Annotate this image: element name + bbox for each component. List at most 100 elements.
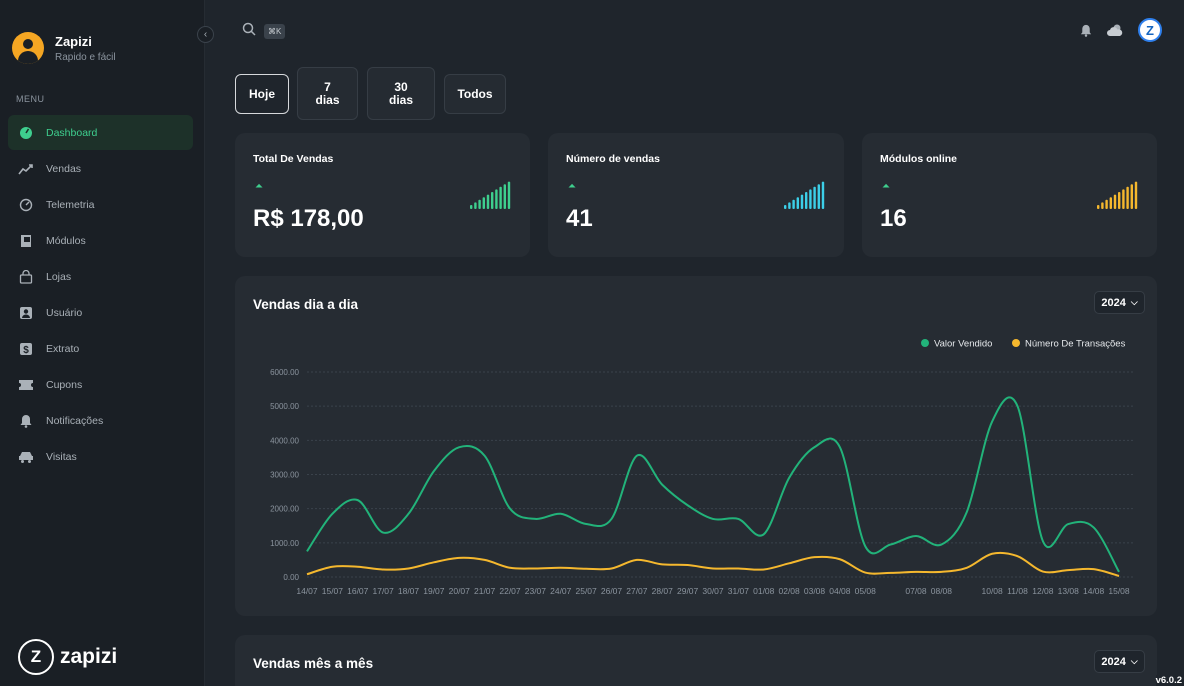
- signal-bar: [1126, 186, 1129, 209]
- version-label: v6.0.2: [1155, 675, 1182, 686]
- x-tick-label: 05/08: [855, 586, 877, 596]
- bag-icon: [18, 269, 34, 285]
- signal-bar: [813, 186, 816, 209]
- x-tick-label: 27/07: [626, 586, 648, 596]
- sidebar-item-label: Dashboard: [46, 126, 98, 139]
- sidebar-item-lojas[interactable]: Lojas: [8, 259, 193, 294]
- legend-label: Número De Transações: [1025, 339, 1126, 350]
- signal-bar: [1101, 202, 1104, 209]
- signal-bar: [809, 189, 812, 209]
- daily-sales-card: Vendas dia a dia 2024 ⌵ 0.00 1000.00 2000.0…: [235, 276, 1157, 616]
- stat-card-modulos-online: Módulos online ⏶ 16: [862, 133, 1157, 257]
- signal-bar: [1130, 184, 1133, 209]
- signal-bar: [784, 205, 787, 209]
- gauge-icon: [18, 125, 34, 141]
- signal-bar: [792, 199, 795, 209]
- x-tick-label: 04/08: [829, 586, 851, 596]
- x-tick-label: 15/07: [322, 586, 344, 596]
- sidebar-item-visitas[interactable]: Visitas: [8, 439, 193, 474]
- sidebar-item-label: Módulos: [46, 234, 86, 247]
- stat-value: R$ 178,00: [253, 205, 364, 232]
- signal-bar: [478, 199, 481, 209]
- trend-up-icon: ⏶: [568, 181, 576, 192]
- stat-value: 41: [566, 205, 593, 232]
- x-tick-label: 24/07: [550, 586, 572, 596]
- filter-7-dias-button[interactable]: 7 dias: [297, 67, 358, 120]
- bell-icon[interactable]: [1080, 24, 1092, 37]
- dollar-icon: $: [18, 341, 34, 357]
- stat-title: Total De Vendas: [253, 153, 334, 165]
- stat-card-numero-vendas: Número de vendas ⏶ 41: [548, 133, 844, 257]
- x-tick-label: 28/07: [652, 586, 674, 596]
- stat-value: 16: [880, 205, 907, 232]
- ticket-icon: [18, 377, 34, 393]
- x-tick-label: 30/07: [702, 586, 724, 596]
- year-select[interactable]: 2024 ⌵: [1094, 291, 1145, 314]
- sidebar-item-cupons[interactable]: Cupons: [8, 367, 193, 402]
- x-tick-label: 25/07: [575, 586, 597, 596]
- y-tick-label: 3000.00: [270, 471, 299, 480]
- x-tick-label: 29/07: [677, 586, 699, 596]
- signal-bar: [1105, 199, 1108, 209]
- module-icon: [18, 233, 34, 249]
- signal-bar: [796, 197, 799, 209]
- series-line-valor-vendido: [306, 396, 1120, 573]
- signal-bar: [503, 184, 506, 209]
- target-icon: [18, 197, 34, 213]
- user-avatar[interactable]: Z: [1138, 18, 1162, 42]
- signal-bar: [470, 205, 473, 209]
- legend-label: Valor Vendido: [934, 339, 992, 350]
- chart-title: Vendas dia a dia: [253, 297, 359, 312]
- x-tick-label: 15/08: [1108, 586, 1130, 596]
- filter-30-dias-button[interactable]: 30 dias: [367, 67, 435, 120]
- search-trigger[interactable]: ⌘K: [242, 22, 286, 41]
- signal-bar: [1113, 194, 1117, 209]
- y-tick-label: 6000.00: [270, 368, 299, 377]
- x-tick-label: 31/07: [728, 586, 750, 596]
- signal-bars-icon: [470, 181, 511, 209]
- sidebar-item-usuario[interactable]: Usuário: [8, 295, 193, 330]
- x-tick-label: 17/07: [372, 586, 394, 596]
- signal-bar: [800, 194, 804, 209]
- x-tick-label: 11/08: [1007, 586, 1028, 596]
- stat-title: Módulos online: [880, 153, 957, 165]
- sidebar-item-notificacoes[interactable]: Notificações: [8, 403, 193, 438]
- x-tick-label: 13/08: [1058, 586, 1080, 596]
- signal-bars-icon: [784, 181, 825, 209]
- legend-marker: [921, 339, 929, 347]
- signal-bar: [1097, 205, 1100, 209]
- user-icon: [18, 305, 34, 321]
- sidebar-item-label: Lojas: [46, 270, 72, 283]
- signal-bar: [805, 192, 808, 209]
- x-tick-label: 14/07: [296, 586, 318, 596]
- x-tick-label: 20/07: [449, 586, 471, 596]
- sidebar-item-dashboard[interactable]: Dashboard: [8, 115, 193, 150]
- trending-icon: [18, 161, 34, 177]
- x-tick-label: 16/07: [347, 586, 369, 596]
- sidebar-item-vendas[interactable]: Vendas: [8, 151, 193, 186]
- sidebar-item-telemetria[interactable]: Telemetria: [8, 187, 193, 222]
- brand-subtitle: Rapido e fácil: [55, 51, 116, 63]
- signal-bar: [788, 202, 791, 209]
- series-line-numero-transacoes: [306, 551, 1120, 577]
- zapizi-logo-icon: Z: [18, 639, 54, 675]
- sidebar-item-label: Notificações: [46, 414, 104, 427]
- year-select[interactable]: 2024 ⌵: [1094, 650, 1145, 673]
- zapizi-logo: Z zapizi: [18, 639, 117, 675]
- brand[interactable]: Zapizi Rapido e fácil: [12, 32, 116, 64]
- sidebar-item-extrato[interactable]: $ Extrato: [8, 331, 193, 366]
- collapse-sidebar-button[interactable]: ‹: [197, 26, 214, 43]
- x-tick-label: 22/07: [499, 586, 521, 596]
- sidebar-item-modulos[interactable]: Módulos: [8, 223, 193, 258]
- signal-bar: [474, 202, 477, 209]
- trend-up-icon: ⏶: [255, 181, 263, 192]
- year-value: 2024: [1101, 296, 1126, 309]
- filter-todos-button[interactable]: Todos: [444, 74, 506, 114]
- sidebar-item-label: Vendas: [46, 162, 82, 175]
- filter-hoje-button[interactable]: Hoje: [235, 74, 289, 114]
- signal-bar: [507, 181, 511, 209]
- weather-icon[interactable]: [1106, 23, 1124, 37]
- sidebar-nav: Dashboard Vendas Telemetria Módulos Loja…: [8, 115, 193, 475]
- daily-sales-chart: 0.00 1000.00 2000.00 3000.00 4000.00 5000.00 6…: [270, 339, 1133, 596]
- signal-bar: [495, 189, 498, 209]
